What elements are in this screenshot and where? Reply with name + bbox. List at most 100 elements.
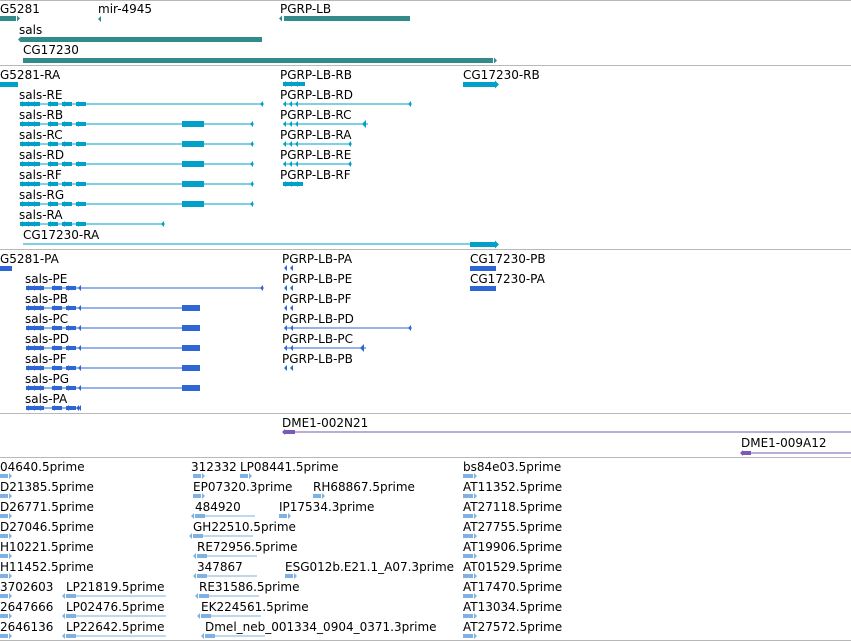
transcript-label: PGRP-LB-RC — [280, 108, 352, 122]
est-feature — [463, 574, 473, 578]
strand-arrow — [62, 593, 65, 599]
strand-arrow — [283, 161, 286, 167]
est-feature — [0, 634, 8, 638]
est-label: AT27755.5prime — [463, 520, 563, 534]
strand-arrow — [193, 553, 196, 559]
exon-box — [20, 122, 40, 126]
exon-box — [52, 406, 62, 410]
exon-box — [66, 366, 76, 370]
exon-box — [48, 102, 58, 106]
exon-box — [26, 406, 44, 410]
strand-arrow — [197, 613, 200, 619]
est-label: D26771.5prime — [0, 500, 94, 514]
est-feature — [240, 474, 248, 478]
transcript-label: sals-RG — [19, 188, 65, 202]
exon-box — [66, 306, 76, 310]
strand-arrow — [9, 613, 12, 619]
exon-box — [76, 182, 86, 186]
strand-arrow — [295, 141, 298, 147]
exon-box — [182, 181, 204, 187]
exon-box — [76, 122, 86, 126]
est-feature — [463, 594, 473, 598]
strand-arrow — [284, 285, 287, 291]
gene-bar — [284, 16, 410, 21]
strand-arrow — [9, 513, 12, 519]
exon-box — [26, 346, 44, 350]
strand-arrow — [474, 513, 477, 519]
est-feature — [66, 614, 76, 618]
transcript-label: PGRP-LB-RF — [280, 168, 351, 182]
est-label: bs84e03.5prime — [463, 460, 562, 474]
strand-arrow — [408, 101, 411, 107]
exon-box — [182, 305, 200, 311]
transcript-label: sals-RE — [19, 88, 63, 102]
est-feature — [195, 514, 205, 518]
transcript-label: sals-RC — [19, 128, 63, 142]
strand-arrow — [250, 121, 253, 127]
strand-arrow — [9, 593, 12, 599]
est-label: LP08441.5prime — [240, 460, 339, 474]
est-label: EK224561.5prime — [201, 600, 309, 614]
est-label: EP07320.3prime — [193, 480, 293, 494]
est-feature — [193, 534, 203, 538]
strand-arrow — [295, 121, 298, 127]
clone-label: DME1-009A12 — [741, 436, 827, 450]
transcript-label: sals-RF — [19, 168, 62, 182]
strand-arrow — [294, 573, 297, 579]
strand-arrow — [290, 345, 293, 351]
strand-arrow — [189, 533, 192, 539]
strand-arrow — [249, 473, 252, 479]
est-label: H11452.5prime — [0, 560, 94, 574]
strand-arrow — [76, 405, 79, 411]
protein-label: sals-PD — [25, 332, 69, 346]
exon-box — [66, 286, 76, 290]
strand-arrow — [283, 101, 286, 107]
strand-arrow — [474, 473, 477, 479]
strand-arrow — [284, 265, 287, 271]
est-feature — [0, 514, 8, 518]
strand-arrow — [408, 325, 411, 331]
protein-label: CG17230-PA — [470, 272, 545, 286]
strand-arrow — [289, 101, 292, 107]
exon-box — [66, 406, 76, 410]
transcript-label: PGRP-LB-RA — [280, 128, 352, 142]
gene-label: CG17230 — [23, 43, 79, 57]
strand-arrow — [9, 633, 12, 639]
exon-box — [76, 102, 86, 106]
strand-arrow — [196, 325, 199, 331]
strand-arrow — [195, 593, 198, 599]
exon-box — [62, 122, 72, 126]
est-feature — [0, 494, 8, 498]
exon-box — [52, 386, 62, 390]
est-feature — [0, 554, 8, 558]
est-feature — [313, 494, 321, 498]
exon-box — [48, 222, 58, 226]
strand-arrow — [18, 36, 21, 43]
est-label: 3702603 — [0, 580, 54, 594]
est-feature — [463, 554, 473, 558]
exon-box — [48, 162, 58, 166]
est-feature — [205, 634, 215, 638]
est-feature — [193, 474, 201, 478]
strand-arrow — [191, 513, 194, 519]
protein-label: PGRP-LB-PB — [282, 352, 353, 366]
exon-box — [283, 82, 305, 86]
transcript-label: sals-RB — [19, 108, 64, 122]
exon-box — [62, 142, 72, 146]
exon-box — [26, 386, 44, 390]
protein-label: CG17230-PB — [470, 252, 546, 266]
est-feature — [463, 514, 473, 518]
est-label: LP21819.5prime — [66, 580, 165, 594]
strand-arrow — [348, 161, 351, 167]
gene-label: PGRP-LB — [280, 2, 332, 16]
transcript-label: PGRP-LB-RE — [280, 148, 352, 162]
exon-box — [62, 102, 72, 106]
transcript-label: PGRP-LB-RD — [280, 88, 354, 102]
exon-box — [0, 82, 18, 87]
exon-box — [470, 286, 496, 291]
strand-arrow — [62, 613, 65, 619]
exon-box — [20, 202, 40, 206]
strand-arrow — [295, 161, 298, 167]
exon-box — [62, 222, 72, 226]
strand-arrow — [284, 305, 287, 311]
